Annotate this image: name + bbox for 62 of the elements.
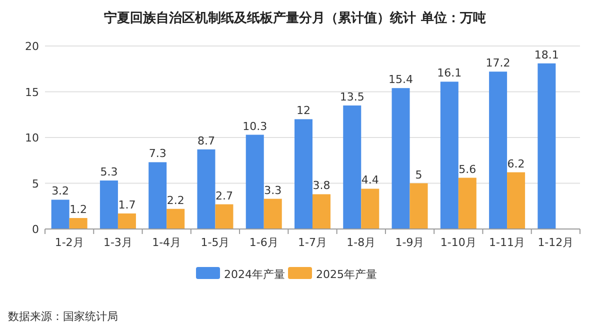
bar [264,198,282,229]
data-label: 13.5 [340,90,364,104]
x-tick-label: 1-2月 [54,236,84,249]
bar [343,105,362,229]
x-tick-label: 1-12月 [538,236,574,249]
data-label: 5.6 [458,162,476,176]
bar [410,183,428,229]
bar [361,188,380,229]
y-tick-label: 5 [32,177,39,190]
x-tick-label: 1-10月 [440,236,476,249]
x-tick-label: 1-3月 [103,236,132,249]
x-tick-label: 1-6月 [249,236,278,249]
bar [100,180,118,229]
bar [538,63,556,229]
bar [118,213,136,229]
bar [215,204,234,229]
data-label: 5.3 [100,166,118,179]
x-tick-label: 1-11月 [489,236,526,249]
bar [69,218,88,229]
y-tick-label: 10 [25,132,39,144]
data-label: 1.7 [118,198,136,212]
data-label: 12 [296,104,310,118]
bar [197,149,216,229]
bar [246,134,264,229]
data-label: 2.2 [166,194,184,207]
bar [148,162,167,229]
data-label: 1.2 [70,203,88,216]
x-tick-label: 1-8月 [346,236,376,249]
x-tick-label: 1-5月 [200,236,230,249]
data-label: 5 [415,168,422,182]
y-tick-label: 20 [25,40,39,53]
data-label: 10.3 [242,120,268,133]
data-label: 3.3 [264,184,282,197]
bar [51,200,70,229]
bar [392,88,410,229]
bar [507,172,526,229]
data-label: 16.1 [437,66,462,80]
x-tick-label: 1-7月 [298,236,327,249]
source-note: 数据来源：国家统计局 [8,310,118,323]
bar [312,194,330,229]
data-label: 8.7 [197,134,215,148]
x-tick-label: 1-9月 [395,236,424,249]
data-label: 3.2 [52,184,70,198]
data-label: 7.3 [148,147,166,160]
data-label: 2.7 [215,189,233,202]
bar [166,208,185,229]
bar [458,178,476,229]
data-label: 3.8 [312,179,330,192]
y-tick-label: 15 [25,86,39,99]
chart-title: 宁夏回族自治区机制纸及纸板产量分月（累计值）统计 单位：万吨 [104,10,486,26]
data-label: 4.4 [361,174,379,187]
data-label: 17.2 [486,56,510,70]
data-label: 15.4 [388,73,414,86]
data-label: 18.1 [534,48,559,62]
bar [489,72,508,229]
x-tick-label: 1-4月 [152,236,182,249]
bar [294,119,312,229]
legend-label: 2024年产量 [224,268,285,281]
y-tick-label: 0 [32,223,39,236]
bar [440,82,458,229]
data-label: 6.2 [507,157,525,170]
legend-label: 2025年产量 [316,268,377,281]
